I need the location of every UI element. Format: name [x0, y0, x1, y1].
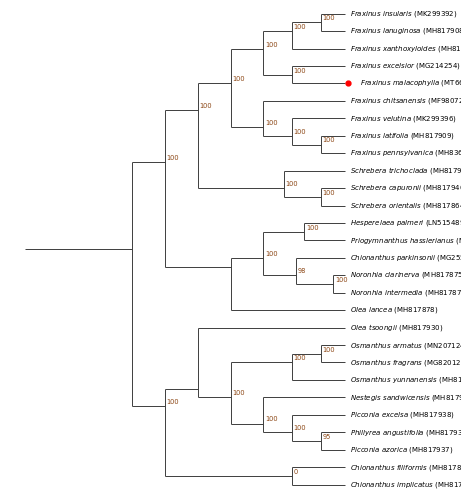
Text: $\it{Fraxinus\ xanthoxyloides}$ (MH817912): $\it{Fraxinus\ xanthoxyloides}$ (MH81791…	[350, 43, 461, 54]
Text: 100: 100	[294, 128, 307, 134]
Text: 100: 100	[335, 277, 348, 283]
Text: 95: 95	[323, 434, 331, 440]
Text: 100: 100	[294, 68, 307, 73]
Text: 100: 100	[265, 416, 278, 422]
Text: $\it{Chionanthus\ filiformis}$ (MH817869): $\it{Chionanthus\ filiformis}$ (MH817869…	[350, 462, 461, 472]
Text: $\it{Fraxinus\ pennsylvanica}$ (MH836622): $\it{Fraxinus\ pennsylvanica}$ (MH836622…	[350, 148, 461, 158]
Text: $\it{Olea\ lancea}$ (MH817878): $\it{Olea\ lancea}$ (MH817878)	[350, 305, 439, 315]
Text: $\it{Phillyrea\ angustifolia}$ (MH817935): $\it{Phillyrea\ angustifolia}$ (MH817935…	[350, 426, 461, 438]
Text: $\it{Osmanthus\ armatus}$ (MN207124): $\it{Osmanthus\ armatus}$ (MN207124)	[350, 340, 461, 350]
Text: 100: 100	[265, 42, 278, 48]
Text: 0: 0	[294, 469, 298, 475]
Text: 100: 100	[323, 138, 335, 143]
Text: $\it{Hesperelaea\ palmeri}$ (LN515489): $\it{Hesperelaea\ palmeri}$ (LN515489)	[350, 218, 461, 228]
Text: 98: 98	[298, 268, 306, 274]
Text: $\it{Nestegis\ sandwicensis}$ (MH817918): $\it{Nestegis\ sandwicensis}$ (MH817918)	[350, 392, 461, 403]
Text: 100: 100	[166, 399, 179, 405]
Text: $\it{Fraxinus\ excelsior}$ (MG214254): $\it{Fraxinus\ excelsior}$ (MG214254)	[350, 61, 461, 71]
Text: $\it{Osmanthus\ yunnanensis}$ (MH817933): $\it{Osmanthus\ yunnanensis}$ (MH817933)	[350, 374, 461, 386]
Text: 100: 100	[232, 76, 245, 82]
Text: 100: 100	[232, 390, 245, 396]
Text: $\it{Noronhia\ intermedia}$ (MH817876): $\it{Noronhia\ intermedia}$ (MH817876)	[350, 287, 461, 298]
Text: $\it{Priogymnanthus\ hasslerianus}$ (MH817879): $\it{Priogymnanthus\ hasslerianus}$ (MH8…	[350, 235, 461, 246]
Text: 100: 100	[306, 224, 319, 230]
Text: $\it{Chionanthus\ parkinsonii}$ (MG255752): $\it{Chionanthus\ parkinsonii}$ (MG25575…	[350, 252, 461, 264]
Text: $\it{Schrebera\ capuronii}$ (MH817940): $\it{Schrebera\ capuronii}$ (MH817940)	[350, 183, 461, 193]
Text: $\it{Osmanthus\ fragrans}$ (MG820121): $\it{Osmanthus\ fragrans}$ (MG820121)	[350, 357, 461, 368]
Text: $\it{Chionanthus\ implicatus}$ (MH817885): $\it{Chionanthus\ implicatus}$ (MH817885…	[350, 479, 461, 490]
Text: 100: 100	[294, 24, 307, 30]
Text: $\it{Fraxinus\ lanuginosa}$ (MH817908): $\it{Fraxinus\ lanuginosa}$ (MH817908)	[350, 26, 461, 36]
Text: 100: 100	[166, 155, 179, 161]
Text: $\it{Fraxinus\ malacophylla}$ (MT663306): $\it{Fraxinus\ malacophylla}$ (MT663306)	[360, 78, 461, 88]
Text: $\it{Picconia\ azorica}$ (MH817937): $\it{Picconia\ azorica}$ (MH817937)	[350, 444, 454, 454]
Text: 100: 100	[199, 102, 212, 108]
Text: $\it{Fraxinus\ chitsanensis}$ (MF980720): $\it{Fraxinus\ chitsanensis}$ (MF980720)	[350, 96, 461, 106]
Text: 100: 100	[323, 16, 335, 22]
Text: $\it{Olea\ tsoongii}$ (MH817930): $\it{Olea\ tsoongii}$ (MH817930)	[350, 322, 443, 333]
Text: $\it{Fraxinus\ insularis}$ (MK299392): $\it{Fraxinus\ insularis}$ (MK299392)	[350, 8, 458, 18]
Text: $\it{Fraxinus\ latifolia}$ (MH817909): $\it{Fraxinus\ latifolia}$ (MH817909)	[350, 130, 455, 141]
Text: $\it{Fraxinus\ velutina}$ (MK299396): $\it{Fraxinus\ velutina}$ (MK299396)	[350, 113, 457, 124]
Text: $\it{Picconia\ excelsa}$ (MH817938): $\it{Picconia\ excelsa}$ (MH817938)	[350, 410, 455, 420]
Text: $\it{Noronhia\ clarinerva}$ (MH817875): $\it{Noronhia\ clarinerva}$ (MH817875)	[350, 270, 461, 280]
Text: 100: 100	[323, 346, 335, 352]
Text: 100: 100	[265, 251, 278, 257]
Text: 100: 100	[294, 356, 307, 362]
Text: 100: 100	[265, 120, 278, 126]
Text: 100: 100	[294, 425, 307, 431]
Text: 100: 100	[285, 181, 298, 187]
Text: $\it{Schrebera\ orientalis}$ (MH817864): $\it{Schrebera\ orientalis}$ (MH817864)	[350, 200, 461, 211]
Text: 100: 100	[323, 190, 335, 196]
Text: $\it{Schrebera\ trichoclada}$ (MH817942): $\it{Schrebera\ trichoclada}$ (MH817942)	[350, 165, 461, 176]
